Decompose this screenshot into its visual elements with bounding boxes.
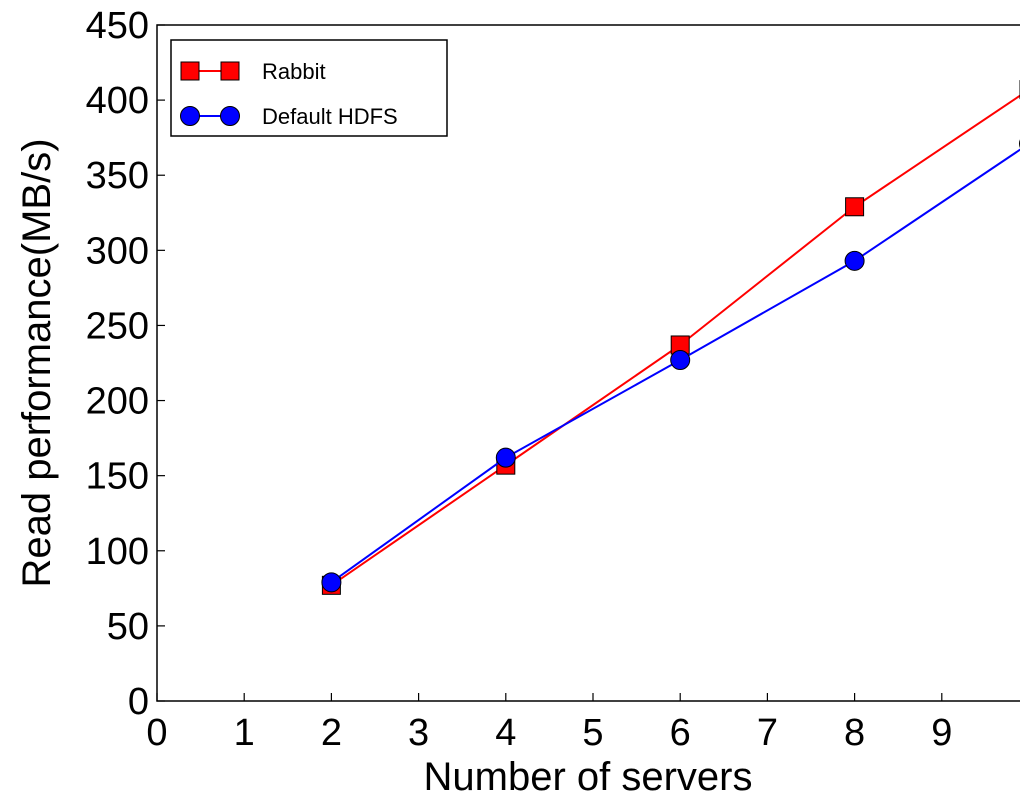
- y-axis-title: Read performance(MB/s): [15, 138, 59, 587]
- y-tick-label: 100: [86, 531, 149, 573]
- y-tick-label: 300: [86, 230, 149, 272]
- x-tick-label: 4: [495, 712, 516, 754]
- legend-label: Rabbit: [262, 59, 326, 84]
- legend-label: Default HDFS: [262, 104, 398, 129]
- legend-marker: [220, 61, 240, 81]
- legend-box: [170, 39, 448, 137]
- x-axis-title: Number of servers: [424, 755, 753, 799]
- x-tick-label: 2: [321, 712, 342, 754]
- data-point: [670, 349, 691, 370]
- data-point: [495, 447, 516, 468]
- x-tick-label: 7: [757, 712, 778, 754]
- x-tick-label: 9: [931, 712, 952, 754]
- y-tick-label: 250: [86, 305, 149, 347]
- legend-marker: [180, 106, 200, 126]
- y-tick-label: 200: [86, 381, 149, 423]
- y-tick-label: 150: [86, 456, 149, 498]
- y-tick-label: 400: [86, 80, 149, 122]
- plot-frame: [156, 24, 1020, 702]
- x-tick-label: 0: [146, 712, 167, 754]
- x-tick-label: 8: [844, 712, 865, 754]
- legend: Rabbit Default HDFS: [170, 39, 448, 137]
- data-point: [845, 197, 865, 217]
- y-tick-label: 450: [86, 5, 149, 47]
- y-tick-label: 0: [128, 681, 149, 723]
- y-tick-label: 350: [86, 155, 149, 197]
- legend-marker: [180, 61, 200, 81]
- data-point: [844, 250, 865, 271]
- x-tick-label: 3: [408, 712, 429, 754]
- x-tick-label: 1: [234, 712, 255, 754]
- x-tick-label: 6: [670, 712, 691, 754]
- data-point: [321, 572, 342, 593]
- y-tick-label: 50: [107, 606, 149, 648]
- legend-marker: [220, 106, 240, 126]
- x-tick-label: 5: [582, 712, 603, 754]
